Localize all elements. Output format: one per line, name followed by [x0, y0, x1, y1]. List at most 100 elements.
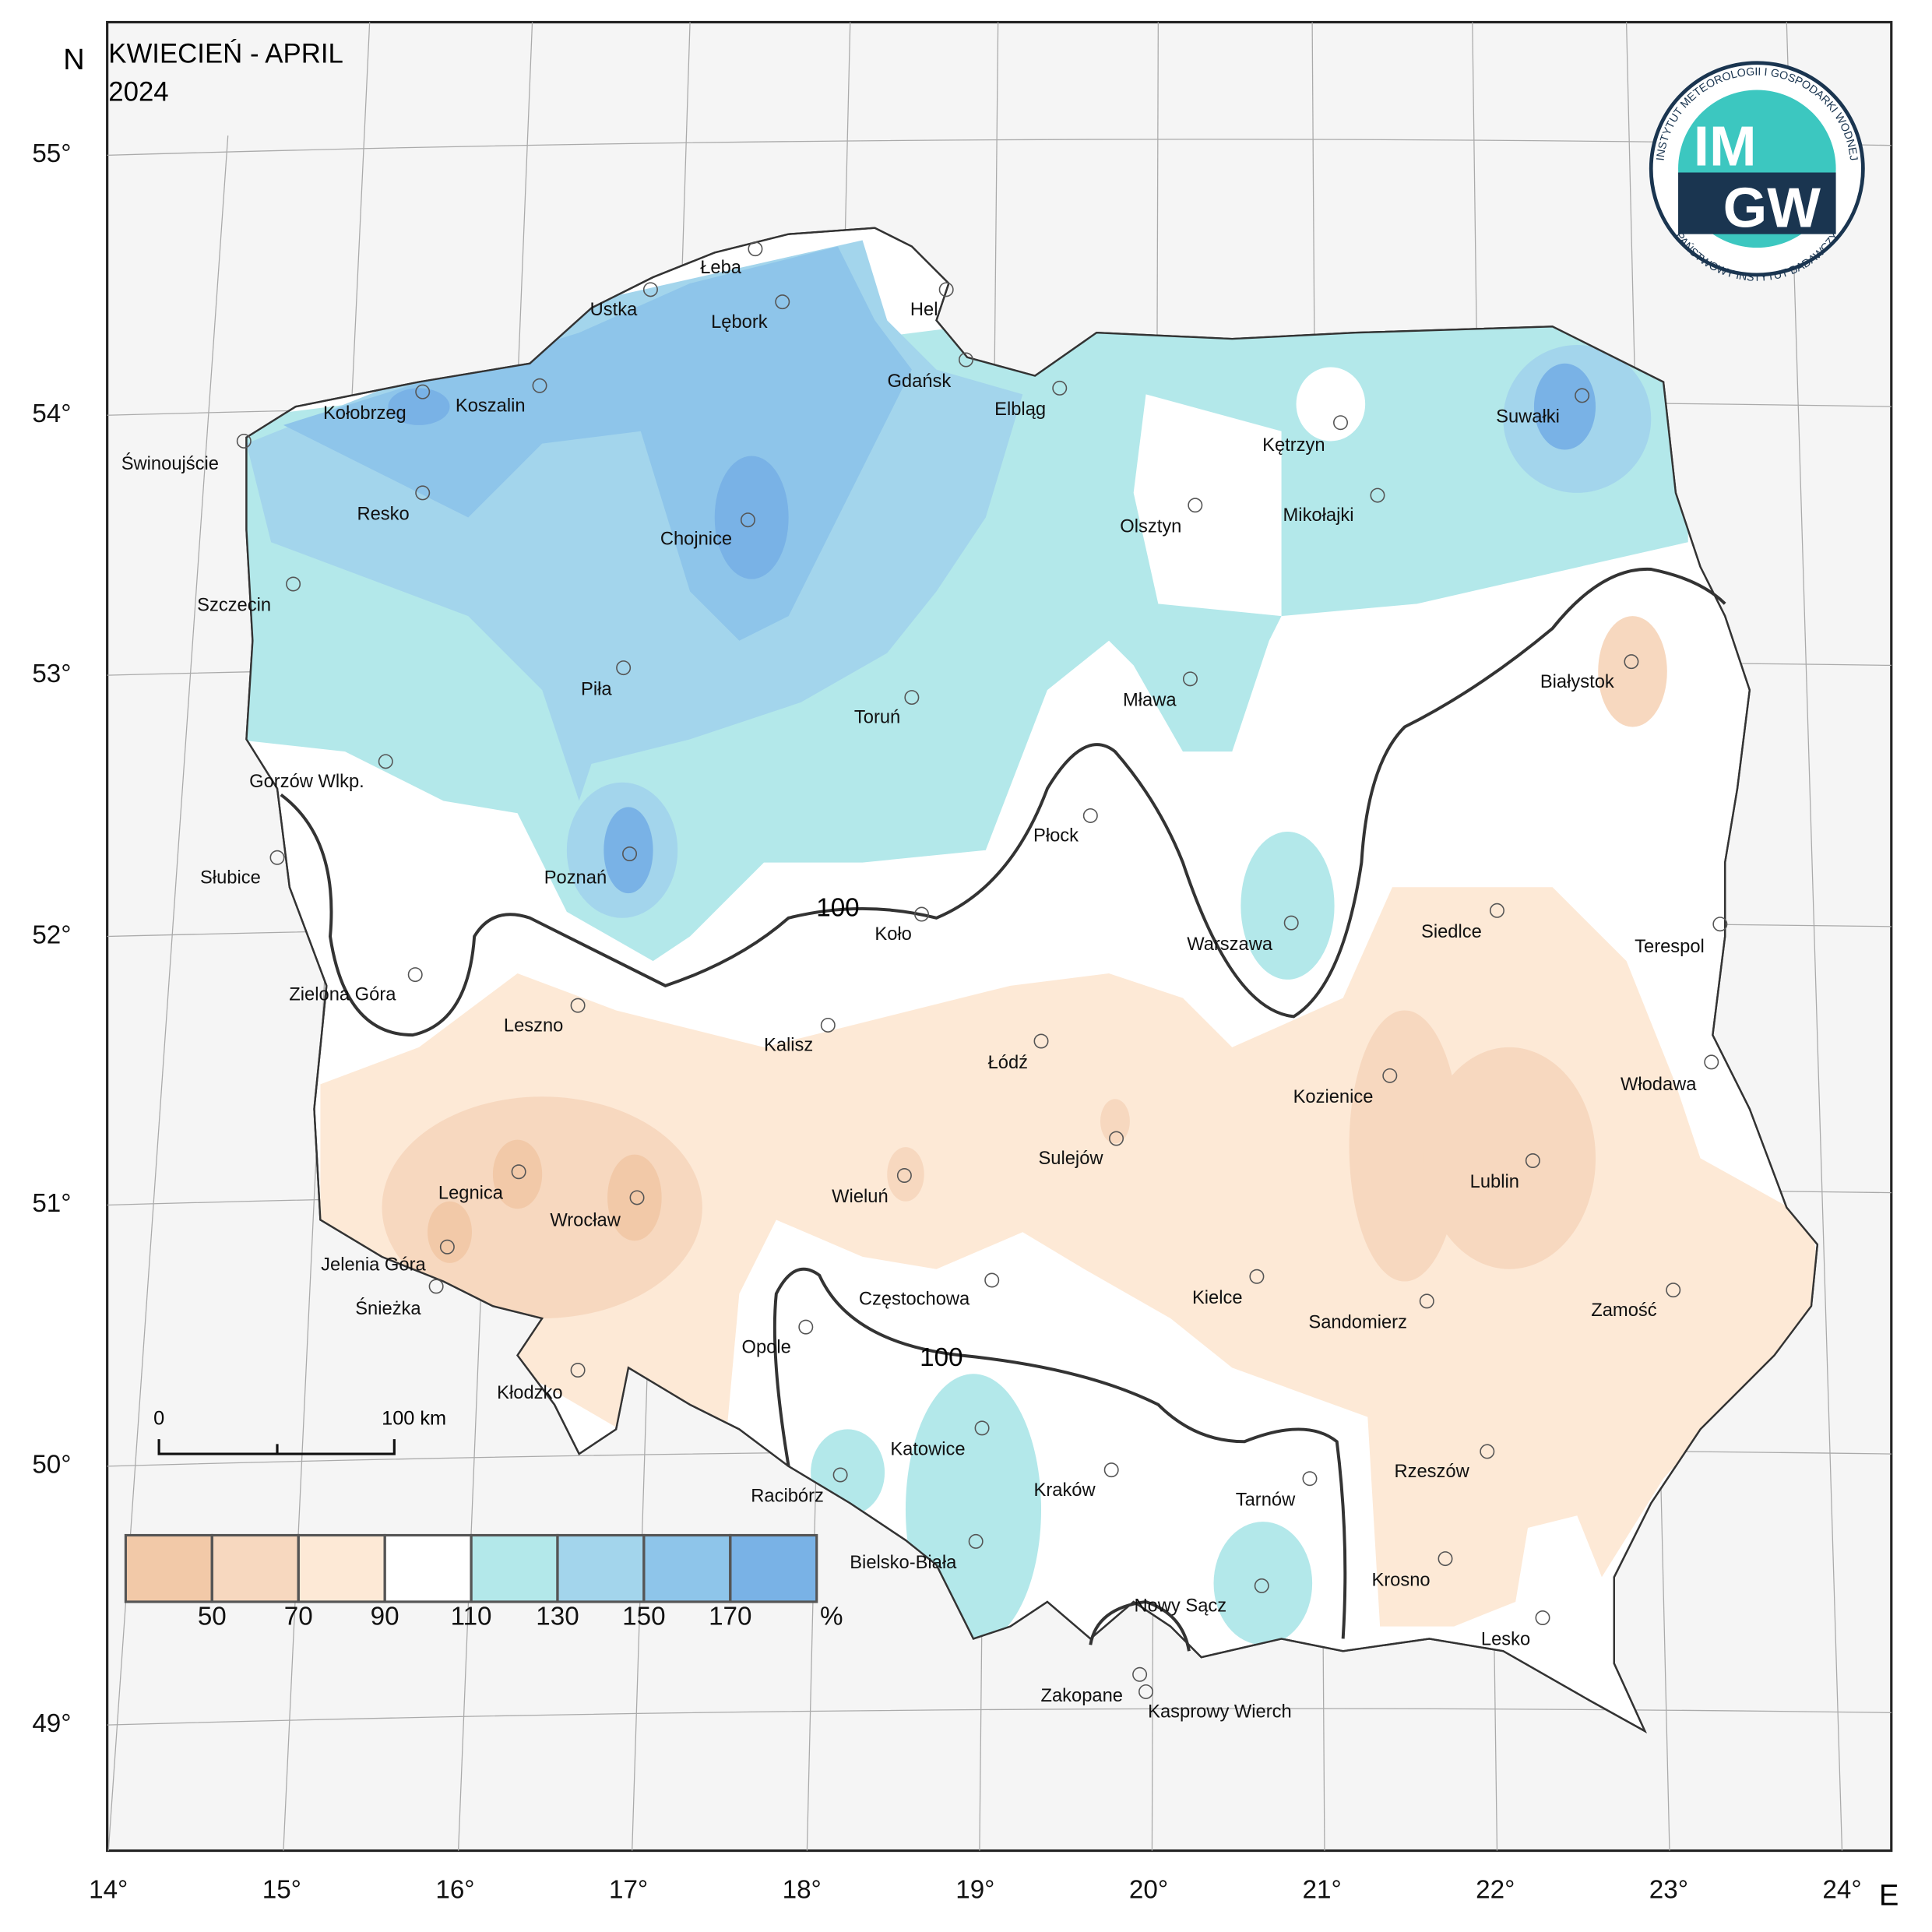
station-marker	[286, 576, 301, 592]
station-marker	[570, 1362, 586, 1378]
city-label: Legnica	[438, 1183, 504, 1203]
isoline-label: 100	[816, 893, 859, 922]
station-marker	[415, 384, 431, 399]
longitude-label: 17°	[609, 1876, 648, 1905]
zone-50-70	[382, 616, 1667, 1319]
station-marker	[629, 1190, 645, 1205]
station-marker	[1138, 1684, 1154, 1699]
city-label: Sandomierz	[1308, 1313, 1407, 1333]
scale-line	[157, 1439, 396, 1455]
zone-under-50	[428, 1139, 662, 1263]
city-label: Bielsko-Biała	[850, 1553, 957, 1573]
city-label: Wrocław	[550, 1210, 621, 1230]
station-marker	[1535, 1610, 1550, 1626]
station-marker	[1052, 380, 1068, 396]
city-label: Śnieżka	[355, 1297, 421, 1319]
city-label: Lębork	[711, 312, 768, 333]
city-label: Elbląg	[994, 399, 1046, 420]
station-marker	[415, 485, 431, 501]
legend-break-label: 130	[536, 1602, 579, 1631]
city-label: Krosno	[1371, 1570, 1430, 1590]
longitude-label: 16°	[435, 1876, 474, 1905]
city-label: Tarnów	[1236, 1490, 1296, 1510]
longitude-label: 23°	[1649, 1876, 1688, 1905]
precipitation-zones	[246, 240, 1818, 1645]
city-label: Katowice	[890, 1440, 965, 1460]
city-label: Hel	[910, 300, 938, 320]
city-label: Gdańsk	[887, 371, 951, 392]
longitude-label: 20°	[1129, 1876, 1168, 1905]
scale-start: 0	[153, 1407, 164, 1429]
stations	[236, 241, 1728, 1699]
station-marker	[896, 1167, 912, 1183]
city-label: Zakopane	[1040, 1686, 1122, 1706]
city-label: Suwałki	[1496, 407, 1560, 428]
legend-swatch	[729, 1533, 818, 1603]
city-label: Zielona Góra	[289, 985, 396, 1005]
longitude-label: 15°	[262, 1876, 301, 1905]
station-marker	[269, 850, 285, 865]
logo-band	[1678, 172, 1836, 234]
city-label: Białystok	[1540, 672, 1614, 692]
city-label: Leszno	[504, 1015, 563, 1036]
station-marker	[914, 906, 930, 922]
zone-over-170	[388, 363, 1596, 894]
city-label: Olsztyn	[1120, 516, 1181, 537]
city-label: Koszalin	[456, 396, 526, 416]
station-marker	[968, 1533, 984, 1549]
station-marker	[1382, 1068, 1398, 1083]
station-marker	[959, 352, 973, 368]
legend: 50 70 90 110 130 150 170%	[124, 1533, 843, 1631]
north-label: N	[63, 44, 84, 76]
station-marker	[1103, 1462, 1119, 1478]
station-marker	[570, 998, 586, 1013]
longitude-label: 21°	[1303, 1876, 1342, 1905]
city-label: Łódź	[988, 1053, 1028, 1073]
legend-swatch	[124, 1533, 213, 1603]
station-marker	[1666, 1283, 1681, 1298]
station-marker	[1182, 671, 1198, 687]
city-label: Kalisz	[764, 1036, 813, 1056]
city-label: Słubice	[200, 867, 261, 888]
latitude-label: 49°	[32, 1709, 71, 1738]
station-marker	[236, 433, 252, 449]
city-label: Ustka	[590, 300, 638, 320]
isolines	[280, 568, 1726, 1652]
legend-break-label: 170	[709, 1602, 751, 1631]
station-marker	[532, 378, 547, 393]
city-label: Płock	[1033, 826, 1079, 846]
legend-swatch	[556, 1533, 646, 1603]
station-marker	[1109, 1131, 1124, 1146]
map-title: KWIECIEŃ - APRIL	[108, 38, 343, 69]
station-marker	[1302, 1471, 1318, 1487]
city-label: Włodawa	[1621, 1075, 1697, 1095]
latitude-label: 55°	[32, 139, 71, 168]
city-label: Racibórz	[751, 1487, 824, 1507]
city-label: Rzeszów	[1394, 1462, 1469, 1482]
city-label: Łeba	[700, 258, 742, 278]
station-marker	[1132, 1666, 1148, 1682]
scale-bar: 0 100 km	[153, 1407, 446, 1455]
station-marker	[832, 1467, 848, 1483]
station-marker	[511, 1164, 526, 1180]
station-marker	[904, 690, 920, 706]
city-label: Szczecin	[197, 596, 271, 616]
city-label: Kielce	[1192, 1288, 1243, 1308]
map-year: 2024	[108, 76, 168, 107]
city-label: Sulejów	[1038, 1149, 1103, 1169]
city-label: Lublin	[1470, 1172, 1519, 1192]
latitude-label: 53°	[32, 660, 71, 688]
station-marker	[1438, 1551, 1453, 1567]
station-marker	[820, 1017, 836, 1033]
latitude-label: 51°	[32, 1189, 71, 1218]
station-marker	[1712, 917, 1728, 932]
station-marker	[1254, 1578, 1269, 1593]
city-label: Jelenia Góra	[321, 1255, 426, 1275]
legend-swatch	[210, 1533, 300, 1603]
station-marker	[378, 754, 393, 769]
city-label: Siedlce	[1421, 922, 1482, 942]
legend-break-label: 90	[371, 1602, 399, 1631]
legend-break-label: 150	[622, 1602, 665, 1631]
